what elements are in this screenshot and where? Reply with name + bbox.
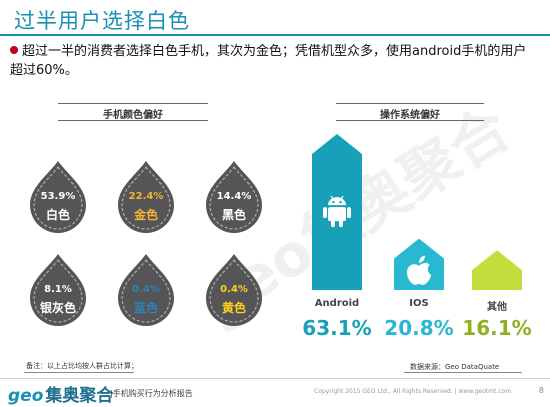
color-category-label: 银灰色 [39, 301, 76, 315]
os-value-label: 20.8% [384, 316, 454, 340]
logo-cn: 集奥聚合 [45, 386, 114, 406]
color-category-label: 黑色 [221, 208, 246, 222]
color-value-label: 22.4% [128, 191, 164, 202]
color-value-label: 0.4% [220, 284, 248, 295]
color-drop-5 [206, 254, 262, 326]
color-category-label: 黄色 [221, 301, 246, 315]
color-drop-1 [118, 161, 174, 233]
os-category-label: Android [314, 298, 360, 309]
os-chart-title-text: 操作系统偏好 [380, 110, 440, 121]
os-bar-其他 [472, 250, 522, 290]
data-source: 数据来源：Geo DataQuate [410, 363, 500, 371]
color-drop-3 [30, 254, 86, 326]
apple-icon [407, 255, 431, 285]
color-chart-title-text: 手机颜色偏好 [103, 110, 163, 121]
source-rule [404, 372, 522, 373]
android-icon [323, 195, 351, 228]
color-category-label: 金色 [133, 208, 158, 222]
intro-text: 超过一半的消费者选择白色手机，其次为金色；凭借机型众多，使用android手机的… [10, 42, 535, 80]
color-drop-2 [206, 161, 262, 233]
color-value-label: 0.4% [132, 284, 160, 295]
color-value-label: 8.1% [44, 284, 72, 295]
os-category-label: 其他 [487, 302, 507, 313]
title-divider [0, 34, 550, 36]
os-chart-title: 操作系统偏好 [336, 103, 484, 121]
color-chart-title: 手机颜色偏好 [58, 103, 208, 121]
footnote-rule [24, 372, 134, 373]
brand-logo: geo 集奥聚合 [8, 381, 113, 406]
copyright: Copyright 2015 GEO Ltd., All Rights Rese… [314, 388, 512, 395]
os-bar-ios [394, 238, 444, 290]
intro-line: 超过一半的消费者选择白色手机，其次为金色；凭借机型众多，使用android手机的… [10, 44, 527, 78]
bullet-dot [10, 46, 18, 54]
color-drop-4 [118, 254, 174, 326]
footnote: 备注：以上占比均按人群占比计算； [26, 362, 138, 370]
logo-geo: geo [8, 386, 44, 406]
color-drop-0 [30, 161, 86, 233]
footer: geo 集奥聚合 |手机购买行为分析报告 Copyright 2015 GEO L… [0, 378, 550, 407]
page-title: 过半用户选择白色 [14, 9, 190, 33]
color-value-label: 14.4% [216, 191, 252, 202]
color-category-label: 白色 [45, 208, 70, 222]
os-category-label: IOS [409, 298, 429, 309]
os-value-label: 16.1% [462, 316, 532, 340]
page-number: 8 [538, 386, 544, 395]
report-name: |手机购买行为分析报告 [110, 389, 193, 398]
color-value-label: 53.9% [40, 191, 76, 202]
color-category-label: 蓝色 [133, 301, 158, 315]
os-value-label: 63.1% [302, 316, 372, 340]
